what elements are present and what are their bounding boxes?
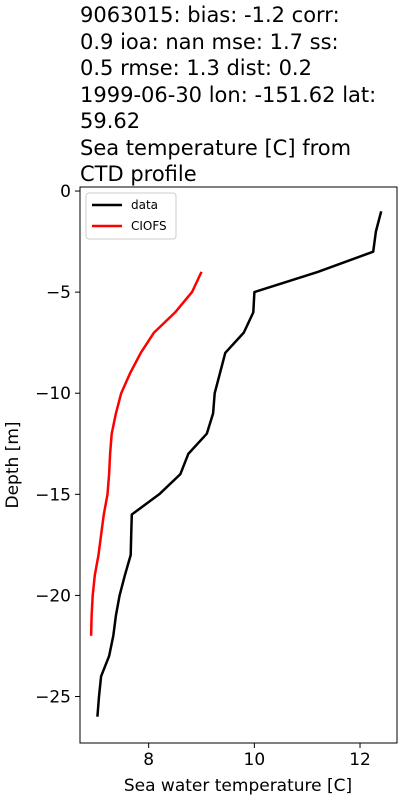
series-line-ciofs [89, 271, 203, 636]
x-axis-label: Sea water temperature [C] [124, 776, 352, 796]
y-tick-label: −25 [35, 687, 71, 707]
x-tick-label: 12 [349, 750, 371, 770]
y-tick-label: −5 [46, 283, 71, 303]
legend-label-ciofs: CIOFS [131, 219, 167, 233]
x-axis: 8 10 12 [143, 743, 371, 770]
y-tick-label: 0 [60, 182, 71, 202]
y-tick-label: −20 [35, 586, 71, 606]
axes-frame [79, 186, 398, 744]
series-line-data [96, 210, 383, 717]
y-axis-label: Depth [m] [3, 421, 23, 508]
plot-lines [89, 210, 383, 717]
y-tick-label: −15 [35, 485, 71, 505]
y-tick-label: −10 [35, 384, 71, 404]
legend-label-data: data [131, 198, 158, 212]
chart-title: 9063015: bias: -1.2 corr: 0.9 ioa: nan m… [80, 3, 377, 186]
x-tick-label: 8 [143, 750, 154, 770]
x-tick-label: 10 [244, 750, 266, 770]
legend: data CIOFS [85, 192, 177, 240]
y-axis: 0 −5 −10 −15 −20 −25 [35, 182, 80, 707]
